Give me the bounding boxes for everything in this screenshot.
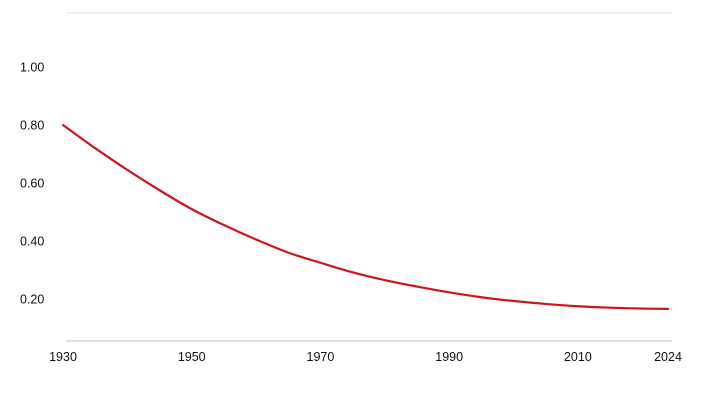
- y-tick-label: 1.00: [20, 61, 44, 75]
- y-tick-label: 0.80: [20, 119, 44, 133]
- y-tick-label: 0.60: [20, 177, 44, 191]
- x-tick-label: 2010: [564, 350, 592, 364]
- x-axis-tick-labels: 1930 1950 1970 1990 2010 2024: [49, 350, 682, 364]
- y-axis-tick-labels: 0.20 0.40 0.60 0.80 1.00: [20, 61, 44, 307]
- series-line: [61, 123, 670, 310]
- x-tick-label: 1930: [49, 350, 77, 364]
- x-tick-label: 1990: [435, 350, 463, 364]
- y-tick-label: 0.20: [20, 293, 44, 307]
- series-layer: [61, 123, 670, 310]
- x-tick-label: 2024: [654, 350, 682, 364]
- x-tick-label: 1950: [178, 350, 206, 364]
- x-tick-label: 1970: [307, 350, 335, 364]
- y-tick-label: 0.40: [20, 235, 44, 249]
